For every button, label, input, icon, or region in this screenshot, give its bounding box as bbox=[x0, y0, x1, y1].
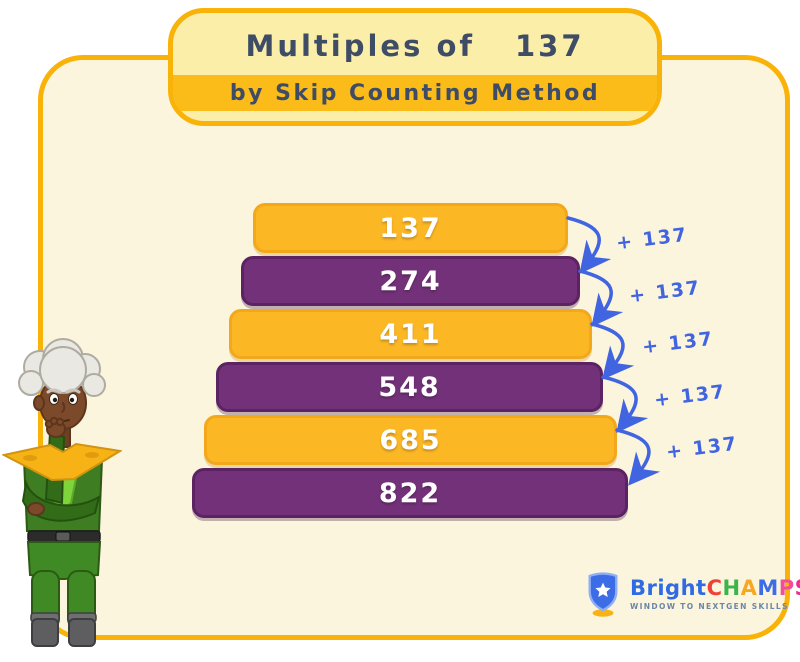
brand-letter: M bbox=[757, 575, 779, 600]
multiple-value: 548 bbox=[378, 371, 441, 403]
arrow-curve-2 bbox=[578, 269, 624, 327]
brand-letter: A bbox=[740, 575, 758, 600]
multiple-value: 274 bbox=[379, 265, 442, 297]
multiple-value: 137 bbox=[379, 212, 442, 244]
brand-name: BrightCHAMPS bbox=[630, 575, 800, 600]
brand-letter: P bbox=[778, 575, 795, 600]
multiple-bar-2: 274 bbox=[241, 256, 580, 306]
arrow-curve-5 bbox=[615, 428, 661, 486]
page-title: Multiples of 137 bbox=[173, 21, 657, 71]
brand-letter: C bbox=[706, 575, 723, 600]
shield-star-icon bbox=[588, 572, 618, 617]
multiple-bar-1: 137 bbox=[253, 203, 568, 253]
brand-prefix: Bright bbox=[630, 575, 707, 600]
brand-tagline: WINDOW TO NEXTGEN SKILLS bbox=[630, 601, 789, 611]
title-number: 137 bbox=[514, 29, 585, 63]
multiple-bar-4: 548 bbox=[216, 362, 603, 412]
arrow-curve-4 bbox=[601, 375, 649, 433]
title-banner: Multiples of 137 by Skip Counting Method bbox=[168, 8, 662, 126]
arrow-curve-3 bbox=[590, 322, 635, 380]
brightchamps-logo: BrightCHAMPS WINDOW TO NEXTGEN SKILLS bbox=[584, 570, 800, 618]
logo-text-block: BrightCHAMPS WINDOW TO NEXTGEN SKILLS bbox=[630, 575, 800, 611]
brand-letter: H bbox=[722, 575, 741, 600]
thinking-person-illustration bbox=[2, 338, 122, 647]
skip-arrows bbox=[566, 216, 661, 486]
brand-letter: S bbox=[795, 576, 800, 600]
multiple-value: 822 bbox=[378, 477, 442, 509]
multiple-bar-5: 685 bbox=[204, 415, 617, 465]
multiple-value: 411 bbox=[379, 318, 442, 350]
multiple-bar-6: 822 bbox=[192, 468, 628, 518]
subtitle-band: by Skip Counting Method bbox=[173, 75, 657, 111]
arrow-curve-1 bbox=[566, 216, 612, 274]
subtitle-text: by Skip Counting Method bbox=[229, 80, 601, 106]
multiple-bar-3: 411 bbox=[229, 309, 592, 359]
multiple-value: 685 bbox=[379, 424, 442, 456]
title-prefix: Multiples of bbox=[245, 29, 475, 63]
